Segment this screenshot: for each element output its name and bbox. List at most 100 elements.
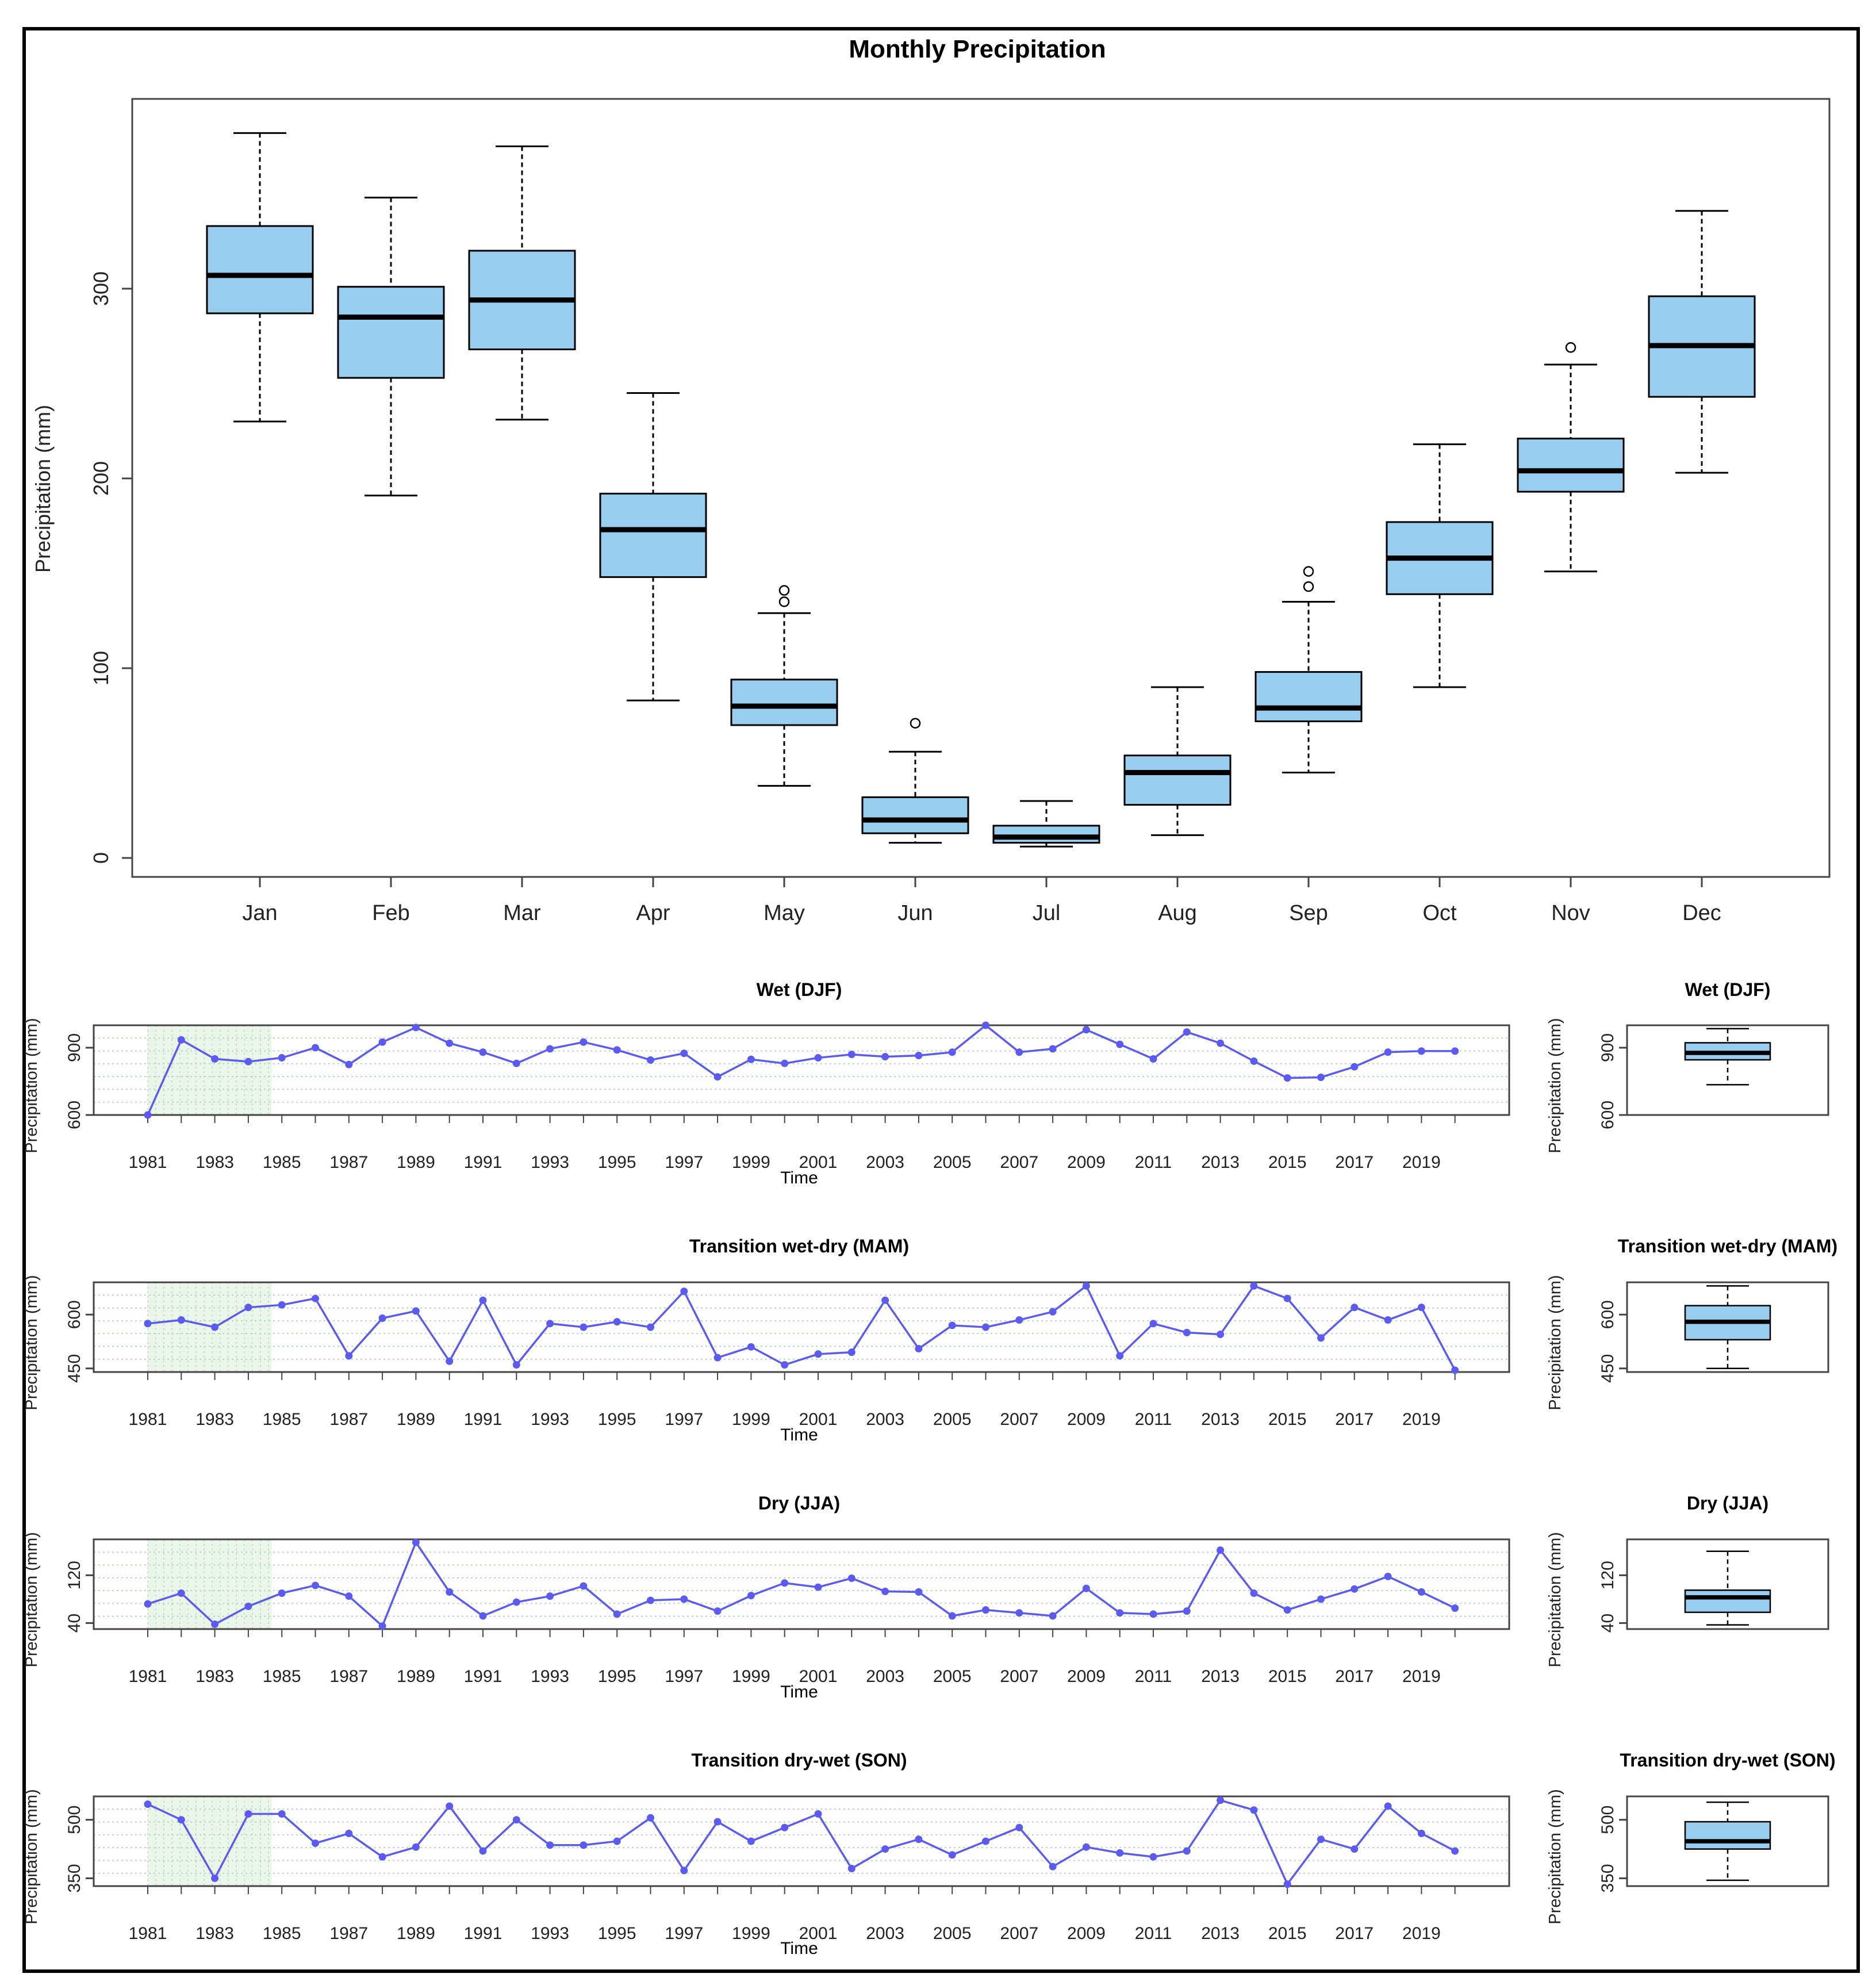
- jja-x-tick-label: 2013: [1201, 1667, 1240, 1686]
- jja-data-point: [512, 1598, 520, 1606]
- month-may-outlier: [778, 585, 790, 596]
- djf-data-point: [278, 1054, 286, 1062]
- son-x-tick-label: 1985: [263, 1924, 301, 1943]
- son-reference-shade: [148, 1796, 272, 1886]
- mam-box-y-tick-label: 600: [1598, 1300, 1617, 1329]
- djf-data-point: [244, 1057, 252, 1066]
- son-box-plot-area: [1626, 1795, 1829, 1887]
- mam-title: Transition wet-dry (MAM): [689, 1236, 909, 1256]
- month-apr-box: [599, 492, 707, 578]
- mam-data-point: [781, 1361, 789, 1369]
- son-data-point: [144, 1800, 152, 1808]
- mam-data-point: [211, 1323, 219, 1331]
- son-data-point: [1283, 1880, 1291, 1888]
- son-data-point: [446, 1802, 454, 1810]
- jja-data-point: [378, 1622, 386, 1630]
- jja-data-point: [814, 1583, 822, 1591]
- mam-data-point: [847, 1348, 855, 1356]
- djf-data-point: [378, 1038, 386, 1046]
- djf-data-point: [915, 1052, 923, 1060]
- djf-data-point: [1015, 1048, 1023, 1056]
- jja-plot-area: [93, 1538, 1510, 1630]
- main-x-tick-label: Feb: [372, 901, 409, 925]
- jja-series-line: [147, 1540, 1456, 1628]
- jja-x-tick-label: 2019: [1402, 1667, 1441, 1686]
- djf-x-axis-label: Time: [780, 1168, 818, 1187]
- jja-y-tick-label: 120: [65, 1561, 84, 1589]
- mam-x-tick-label: 1997: [665, 1410, 703, 1429]
- djf-data-point: [144, 1111, 152, 1119]
- son-x-tick-label: 1995: [598, 1924, 636, 1943]
- djf-data-point: [1116, 1040, 1124, 1048]
- main-y-tick-label: 300: [89, 271, 113, 306]
- djf-plot-area: [93, 1024, 1510, 1116]
- son-data-point: [1082, 1843, 1090, 1851]
- jja-data-point: [1015, 1609, 1023, 1617]
- month-sep-box: [1254, 671, 1363, 722]
- main-x-tick-label: Oct: [1422, 901, 1457, 925]
- mam-x-tick-label: 2003: [866, 1410, 904, 1429]
- main-x-tick-label: Jun: [897, 901, 933, 925]
- djf-box-title: Wet (DJF): [1685, 979, 1771, 1000]
- djf-x-tick-label: 1981: [129, 1153, 167, 1172]
- son-summary-box: [1684, 1821, 1771, 1850]
- mam-data-point: [446, 1357, 454, 1365]
- djf-data-point: [1082, 1026, 1090, 1034]
- son-data-point: [1417, 1829, 1425, 1837]
- mam-x-tick-label: 2015: [1268, 1410, 1307, 1429]
- jja-data-point: [747, 1592, 755, 1600]
- jja-data-point: [1283, 1606, 1291, 1614]
- son-data-point: [412, 1843, 420, 1851]
- mam-x-axis-label: Time: [780, 1425, 818, 1444]
- djf-x-tick-label: 1987: [329, 1153, 368, 1172]
- son-data-point: [1384, 1802, 1392, 1810]
- mam-data-point: [1082, 1282, 1090, 1290]
- jja-x-tick-label: 1999: [732, 1667, 770, 1686]
- son-data-point: [1149, 1853, 1157, 1861]
- jja-data-point: [680, 1595, 688, 1603]
- djf-x-tick-label: 1999: [732, 1153, 770, 1172]
- son-data-point: [713, 1818, 722, 1826]
- mam-data-point: [278, 1301, 286, 1309]
- djf-data-point: [1317, 1073, 1325, 1081]
- son-data-point: [1049, 1863, 1057, 1871]
- djf-box-y-tick-label: 600: [1598, 1101, 1617, 1129]
- son-x-tick-label: 1993: [531, 1924, 569, 1943]
- main-x-tick-label: Mar: [503, 901, 541, 925]
- mam-data-point: [1317, 1334, 1325, 1342]
- mam-data-point: [647, 1323, 654, 1331]
- djf-data-point: [177, 1036, 185, 1044]
- jja-data-point: [1082, 1584, 1090, 1592]
- jja-x-tick-label: 2003: [866, 1667, 904, 1686]
- jja-data-point: [479, 1612, 487, 1620]
- mam-x-tick-label: 1985: [263, 1410, 301, 1429]
- jja-box-title: Dry (JJA): [1687, 1493, 1768, 1513]
- son-x-tick-label: 1987: [329, 1924, 368, 1943]
- mam-data-point: [144, 1320, 152, 1328]
- jja-y-tick-label: 40: [65, 1614, 84, 1633]
- son-x-tick-label: 1991: [464, 1924, 502, 1943]
- jja-data-point: [278, 1589, 286, 1597]
- mam-data-point: [345, 1352, 353, 1360]
- djf-x-tick-label: 2017: [1335, 1153, 1374, 1172]
- jja-data-point: [781, 1579, 789, 1587]
- main-x-tick-label: Aug: [1158, 901, 1197, 925]
- jja-data-point: [1417, 1588, 1425, 1596]
- son-title: Transition dry-wet (SON): [691, 1750, 907, 1771]
- son-box-y-tick-label: 350: [1598, 1864, 1617, 1892]
- jja-x-tick-label: 2005: [933, 1667, 972, 1686]
- djf-y-tick-label: 900: [65, 1033, 84, 1062]
- djf-data-point: [1250, 1057, 1258, 1065]
- son-x-tick-label: 2007: [1000, 1924, 1038, 1943]
- mam-data-point: [915, 1344, 923, 1352]
- jja-x-tick-label: 1995: [598, 1667, 636, 1686]
- son-x-tick-label: 2003: [866, 1924, 904, 1943]
- month-sep-outlier: [1303, 581, 1314, 592]
- main-x-tick-label: Nov: [1551, 901, 1590, 925]
- mam-x-tick-label: 2009: [1067, 1410, 1106, 1429]
- jja-x-tick-label: 1993: [531, 1667, 569, 1686]
- djf-x-tick-label: 1997: [665, 1153, 703, 1172]
- month-jul-box: [992, 825, 1100, 844]
- mam-data-point: [1183, 1328, 1191, 1336]
